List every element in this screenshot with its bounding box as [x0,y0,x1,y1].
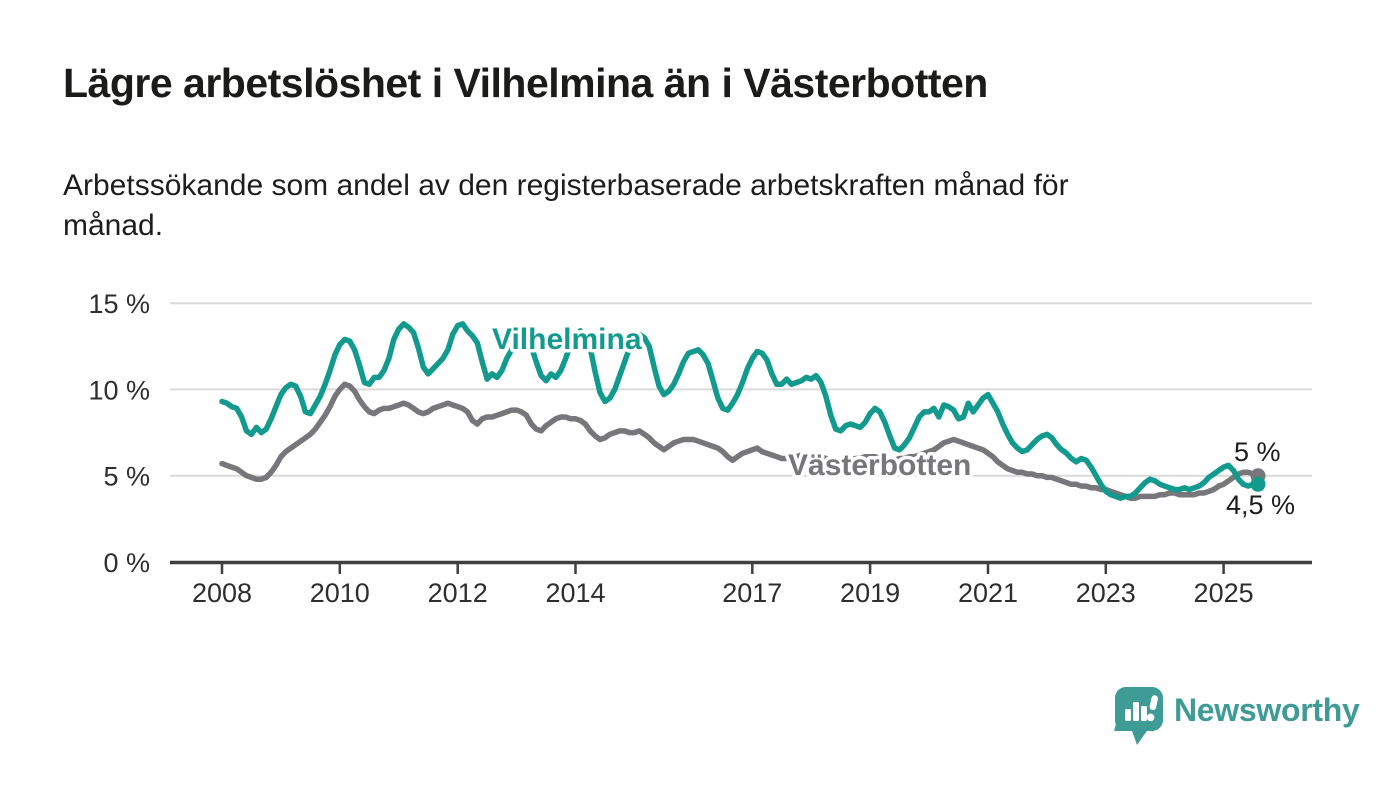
series-line-västerbotten [219,381,1261,501]
x-tick-label-2010: 2010 [310,578,370,608]
chart-subtitle-line: månad. [63,209,164,242]
x-tick-label-2025: 2025 [1194,578,1254,608]
x-tick-label-2012: 2012 [428,578,488,608]
x-tick-label-2019: 2019 [840,578,900,608]
x-tick-label-2023: 2023 [1076,578,1136,608]
series-label-vilhelmina: Vilhelmina [492,323,642,356]
series-line-vilhelmina [219,321,1261,501]
end-value-label-västerbotten: 5 % [1234,437,1281,467]
x-tick-label-2021: 2021 [958,578,1018,608]
x-tick-label-2017: 2017 [722,578,782,608]
end-value-label-vilhelmina: 4,5 % [1226,490,1295,520]
chart-title: Lägre arbetslöshet i Vilhelmina än i Väs… [63,60,988,106]
x-tick-label-2008: 2008 [192,578,252,608]
newsworthy-bubble-chart-icon [1114,687,1163,745]
newsworthy-wordmark: Newsworthy [1174,692,1360,728]
y-tick-label-15pct: 15 % [88,289,150,319]
series-label-västerbotten: Västerbotten [788,449,971,482]
x-tick-label-2014: 2014 [545,578,605,608]
y-tick-label-0pct: 0 % [103,548,150,578]
series-end-dot-vilhelmina [1250,476,1266,492]
y-tick-label-5pct: 5 % [103,462,150,492]
y-tick-label-10pct: 10 % [88,375,150,405]
chart-subtitle-line: Arbetssökande som andel av den registerb… [63,169,1069,202]
chart-subtitle: Arbetssökande som andel av den registerb… [63,166,1303,246]
newsworthy-logo: Newsworthy [1114,686,1360,748]
